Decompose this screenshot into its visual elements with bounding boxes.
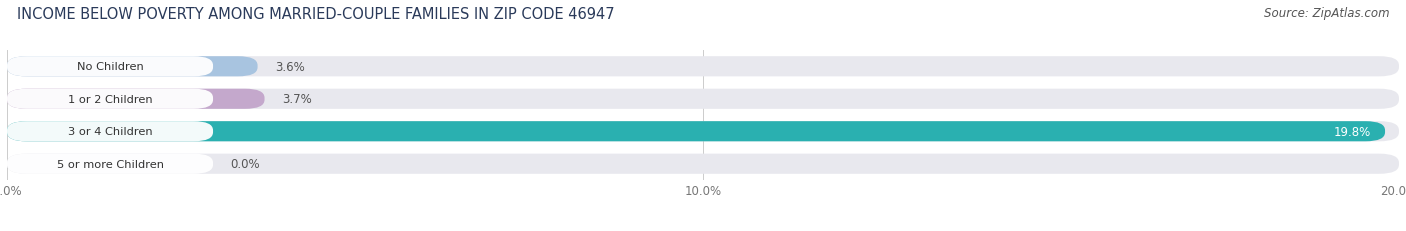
FancyBboxPatch shape: [7, 89, 214, 109]
FancyBboxPatch shape: [7, 57, 257, 77]
Text: 5 or more Children: 5 or more Children: [56, 159, 163, 169]
Text: 3.7%: 3.7%: [283, 93, 312, 106]
Text: No Children: No Children: [77, 62, 143, 72]
FancyBboxPatch shape: [7, 57, 214, 77]
FancyBboxPatch shape: [7, 154, 214, 174]
Text: 3 or 4 Children: 3 or 4 Children: [67, 127, 152, 137]
Text: 1 or 2 Children: 1 or 2 Children: [67, 94, 152, 104]
Text: 3.6%: 3.6%: [276, 61, 305, 73]
Text: 0.0%: 0.0%: [231, 158, 260, 170]
FancyBboxPatch shape: [7, 122, 1399, 142]
Text: INCOME BELOW POVERTY AMONG MARRIED-COUPLE FAMILIES IN ZIP CODE 46947: INCOME BELOW POVERTY AMONG MARRIED-COUPL…: [17, 7, 614, 22]
FancyBboxPatch shape: [7, 89, 1399, 109]
FancyBboxPatch shape: [7, 154, 1399, 174]
FancyBboxPatch shape: [7, 122, 1385, 142]
Text: 19.8%: 19.8%: [1334, 125, 1371, 138]
Text: Source: ZipAtlas.com: Source: ZipAtlas.com: [1264, 7, 1389, 20]
FancyBboxPatch shape: [7, 57, 1399, 77]
FancyBboxPatch shape: [7, 122, 214, 142]
FancyBboxPatch shape: [7, 89, 264, 109]
